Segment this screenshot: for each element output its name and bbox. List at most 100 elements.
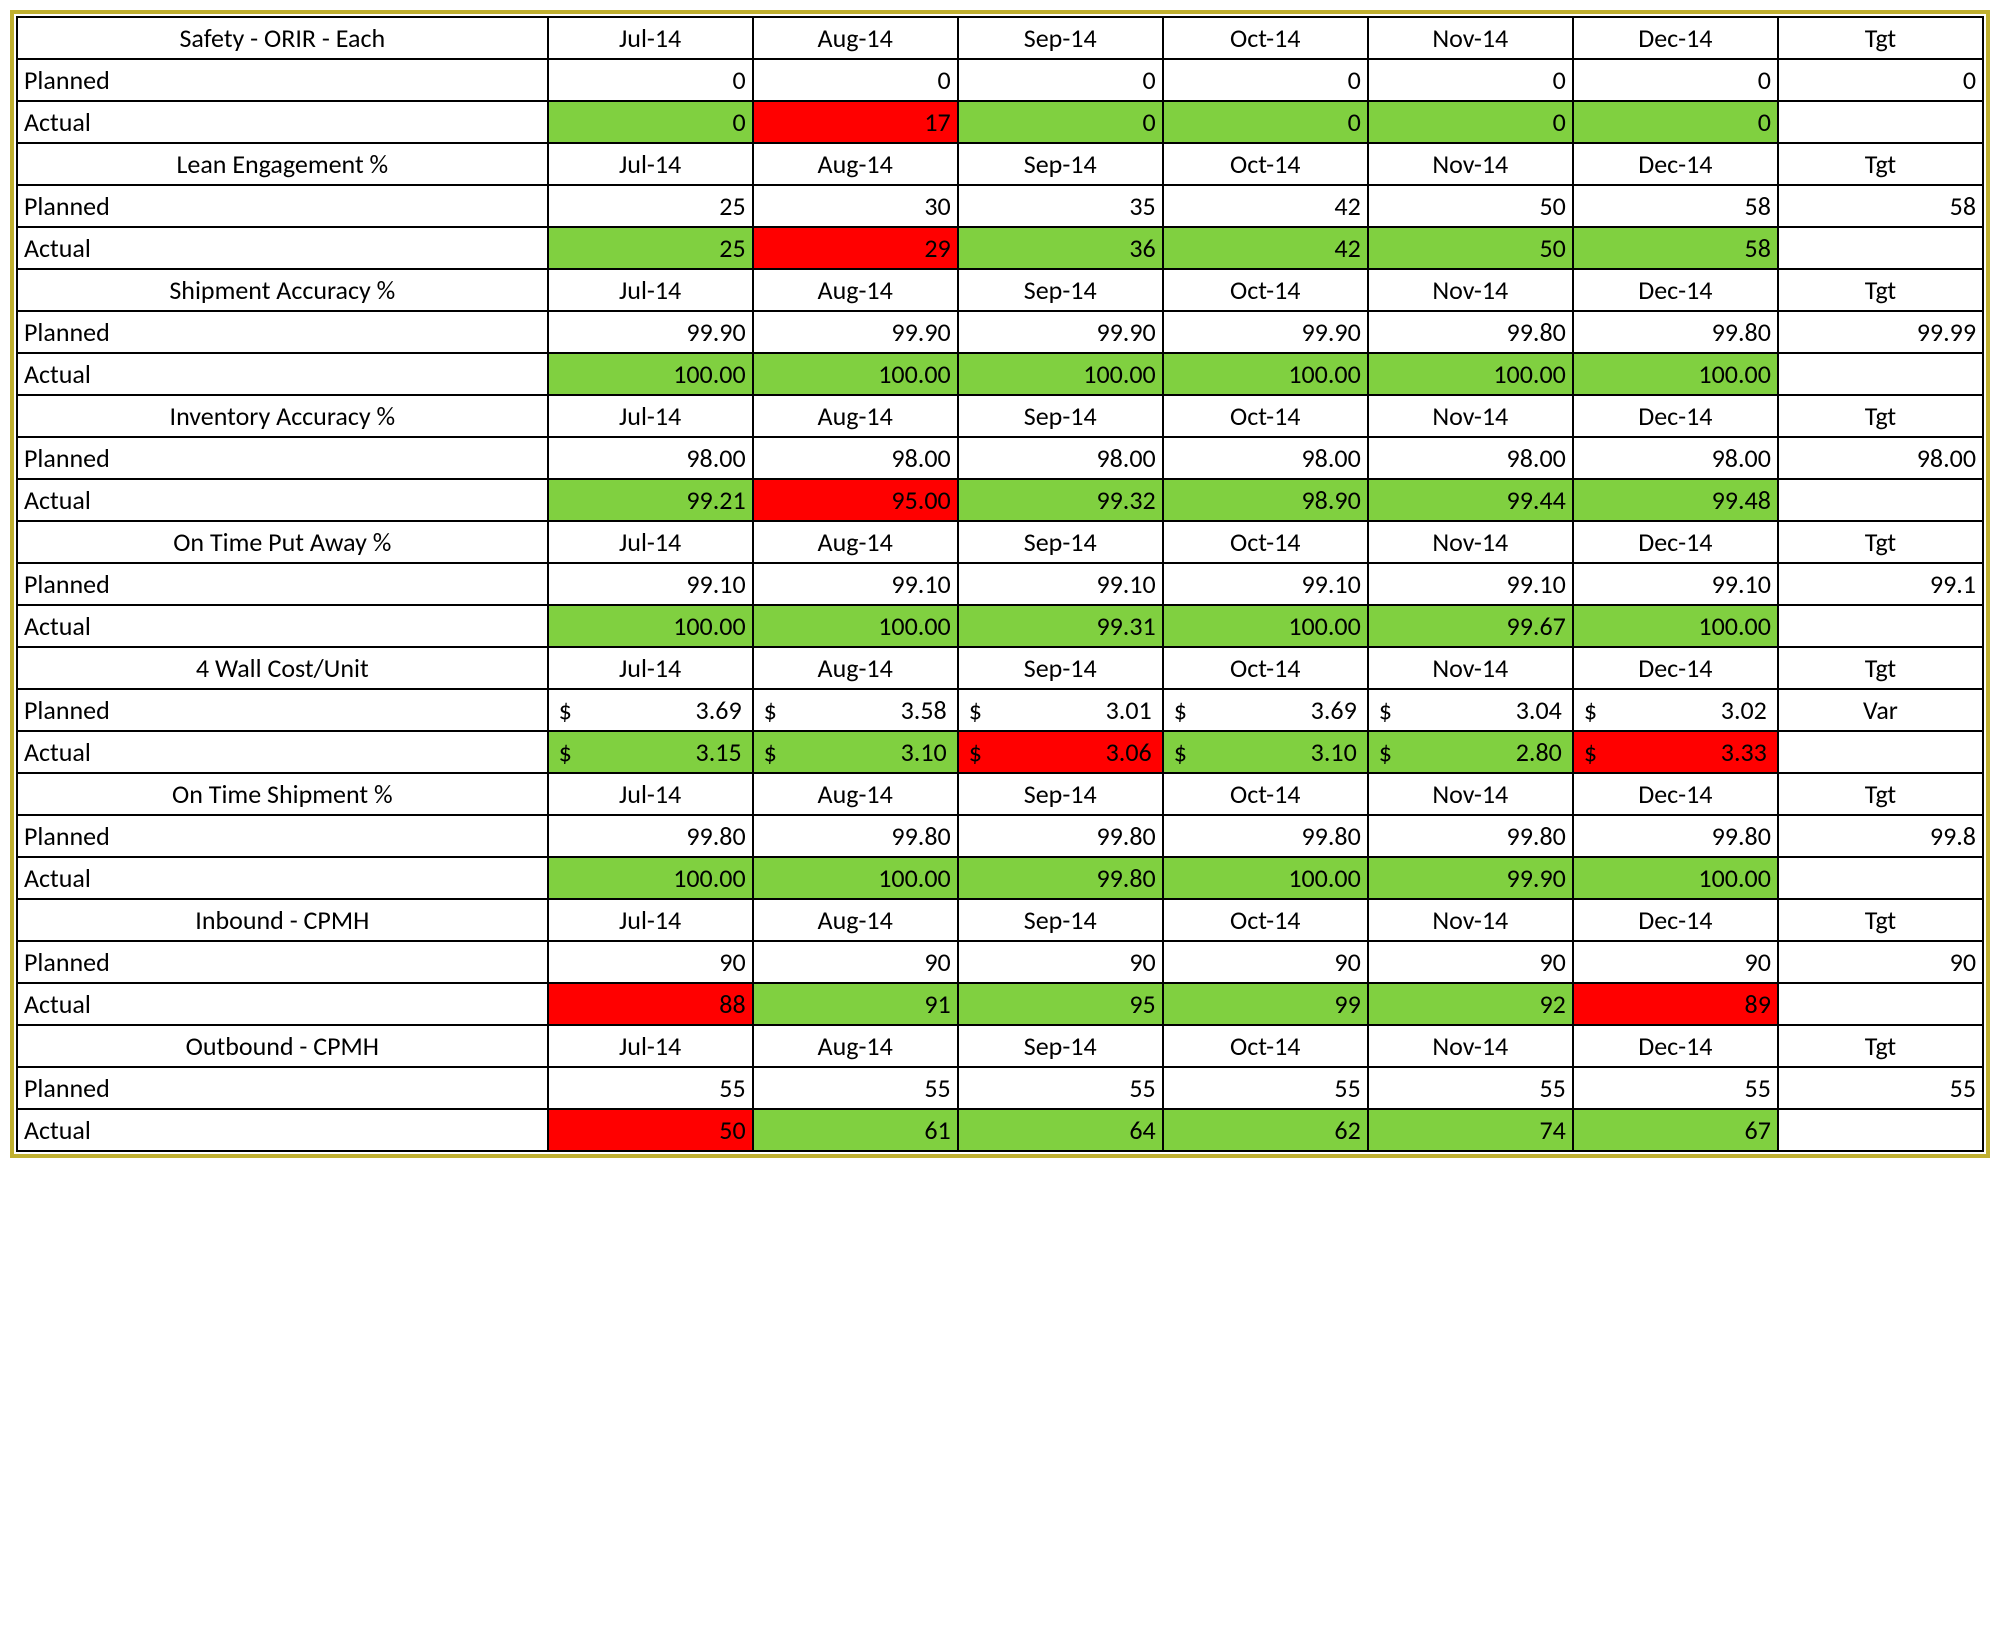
target-cell: 90 — [1778, 941, 1983, 983]
money-cell: $3.69 — [1163, 689, 1368, 731]
target-cell: 55 — [1778, 1067, 1983, 1109]
actual-row: Actual100.00100.00100.00100.00100.00100.… — [17, 353, 1983, 395]
planned-cell: 99.80 — [753, 815, 958, 857]
planned-cell: 0 — [548, 59, 753, 101]
month-header: Aug-14 — [753, 17, 958, 59]
month-header: Dec-14 — [1573, 647, 1778, 689]
actual-cell: 89 — [1573, 983, 1778, 1025]
actual-cell: 74 — [1368, 1109, 1573, 1151]
planned-cell: 99.80 — [1368, 815, 1573, 857]
section-title: Lean Engagement % — [17, 143, 548, 185]
month-header: Dec-14 — [1573, 899, 1778, 941]
section-title: Outbound - CPMH — [17, 1025, 548, 1067]
target-header: Tgt — [1778, 269, 1983, 311]
planned-cell: 35 — [958, 185, 1163, 227]
month-header: Aug-14 — [753, 521, 958, 563]
month-header: Oct-14 — [1163, 1025, 1368, 1067]
planned-row: Planned0000000 — [17, 59, 1983, 101]
target-cell-empty — [1778, 353, 1983, 395]
month-header: Jul-14 — [548, 773, 753, 815]
row-label-actual: Actual — [17, 227, 548, 269]
month-header: Nov-14 — [1368, 1025, 1573, 1067]
actual-cell: 99.31 — [958, 605, 1163, 647]
actual-row: Actual100.00100.0099.80100.0099.90100.00 — [17, 857, 1983, 899]
actual-row: Actual99.2195.0099.3298.9099.4499.48 — [17, 479, 1983, 521]
month-header: Sep-14 — [958, 395, 1163, 437]
planned-row: Planned55555555555555 — [17, 1067, 1983, 1109]
section-title: On Time Shipment % — [17, 773, 548, 815]
planned-cell: 99.80 — [548, 815, 753, 857]
actual-cell: 25 — [548, 227, 753, 269]
target-cell: 98.00 — [1778, 437, 1983, 479]
actual-cell: 99 — [1163, 983, 1368, 1025]
row-label-planned: Planned — [17, 815, 548, 857]
actual-cell: 61 — [753, 1109, 958, 1151]
section-header-row: Safety - ORIR - EachJul-14Aug-14Sep-14Oc… — [17, 17, 1983, 59]
row-label-planned: Planned — [17, 689, 548, 731]
planned-cell: 90 — [1573, 941, 1778, 983]
money-cell: $3.04 — [1368, 689, 1573, 731]
target-header: Tgt — [1778, 395, 1983, 437]
section-header-row: Lean Engagement %Jul-14Aug-14Sep-14Oct-1… — [17, 143, 1983, 185]
planned-cell: 99.10 — [1573, 563, 1778, 605]
planned-cell: 30 — [753, 185, 958, 227]
row-label-actual: Actual — [17, 731, 548, 773]
actual-cell: 95 — [958, 983, 1163, 1025]
actual-row: Actual252936425058 — [17, 227, 1983, 269]
actual-cell: 50 — [1368, 227, 1573, 269]
actual-cell: 62 — [1163, 1109, 1368, 1151]
row-label-actual: Actual — [17, 353, 548, 395]
actual-cell: 0 — [1573, 101, 1778, 143]
target-header: Tgt — [1778, 521, 1983, 563]
actual-cell: 64 — [958, 1109, 1163, 1151]
actual-cell: 58 — [1573, 227, 1778, 269]
planned-cell: 55 — [753, 1067, 958, 1109]
actual-cell: 99.21 — [548, 479, 753, 521]
row-label-actual: Actual — [17, 101, 548, 143]
actual-cell: 100.00 — [548, 605, 753, 647]
section-header-row: Inventory Accuracy %Jul-14Aug-14Sep-14Oc… — [17, 395, 1983, 437]
actual-cell: 100.00 — [548, 857, 753, 899]
section-title: On Time Put Away % — [17, 521, 548, 563]
actual-cell: 100.00 — [1163, 857, 1368, 899]
planned-cell: 99.90 — [548, 311, 753, 353]
planned-row: Planned25303542505858 — [17, 185, 1983, 227]
month-header: Jul-14 — [548, 1025, 753, 1067]
target-header: Tgt — [1778, 647, 1983, 689]
planned-cell: 90 — [753, 941, 958, 983]
month-header: Oct-14 — [1163, 17, 1368, 59]
month-header: Nov-14 — [1368, 647, 1573, 689]
month-header: Sep-14 — [958, 647, 1163, 689]
month-header: Aug-14 — [753, 899, 958, 941]
planned-cell: 50 — [1368, 185, 1573, 227]
target-cell-empty — [1778, 857, 1983, 899]
actual-row: Actual$3.15$3.10$3.06$3.10$2.80$3.33 — [17, 731, 1983, 773]
month-header: Nov-14 — [1368, 395, 1573, 437]
planned-cell: 0 — [1573, 59, 1778, 101]
planned-cell: 90 — [958, 941, 1163, 983]
target-header: Tgt — [1778, 17, 1983, 59]
target-header: Tgt — [1778, 143, 1983, 185]
money-cell: $3.15 — [548, 731, 753, 773]
planned-cell: 90 — [548, 941, 753, 983]
actual-cell: 98.90 — [1163, 479, 1368, 521]
month-header: Nov-14 — [1368, 17, 1573, 59]
month-header: Nov-14 — [1368, 269, 1573, 311]
month-header: Aug-14 — [753, 1025, 958, 1067]
month-header: Sep-14 — [958, 17, 1163, 59]
month-header: Nov-14 — [1368, 521, 1573, 563]
actual-cell: 100.00 — [958, 353, 1163, 395]
month-header: Nov-14 — [1368, 143, 1573, 185]
planned-cell: 0 — [1163, 59, 1368, 101]
row-label-planned: Planned — [17, 185, 548, 227]
section-title: Inbound - CPMH — [17, 899, 548, 941]
actual-cell: 100.00 — [753, 605, 958, 647]
section-title: 4 Wall Cost/Unit — [17, 647, 548, 689]
row-label-planned: Planned — [17, 437, 548, 479]
planned-row: Planned99.9099.9099.9099.9099.8099.8099.… — [17, 311, 1983, 353]
month-header: Aug-14 — [753, 647, 958, 689]
target-cell-empty — [1778, 101, 1983, 143]
kpi-table: Safety - ORIR - EachJul-14Aug-14Sep-14Oc… — [16, 16, 1984, 1152]
planned-cell: 0 — [753, 59, 958, 101]
actual-row: Actual0170000 — [17, 101, 1983, 143]
